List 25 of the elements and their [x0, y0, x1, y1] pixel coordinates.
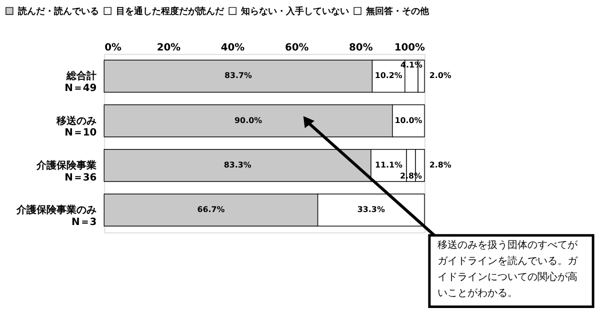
x-tick-label: 40%	[220, 42, 245, 54]
x-tick-label: 100%	[394, 42, 426, 54]
data-label: 2.8%	[429, 160, 452, 170]
data-label: 10.2%	[374, 71, 402, 80]
data-label: 2.0%	[429, 71, 452, 80]
data-label: 11.1%	[375, 160, 403, 170]
data-label: 90.0%	[234, 116, 262, 125]
data-label: 66.7%	[197, 205, 225, 214]
data-label: 83.7%	[224, 71, 252, 80]
data-label: 83.3%	[224, 160, 252, 170]
y-tick-label: 介護保険事業 N＝36	[36, 159, 97, 184]
legend-label: 読んだ・読んでいる	[16, 6, 99, 17]
y-tick-label: 介護保険事業のみ N＝3	[16, 204, 97, 228]
legend-label: 知らない・入手していない	[240, 6, 349, 17]
x-tick-label: 0%	[104, 42, 122, 54]
x-tick-label: 20%	[156, 42, 181, 54]
data-label: 10.0%	[394, 116, 422, 125]
y-tick-label: 移送のみ N＝10	[56, 114, 97, 139]
legend-label: 目を通した程度だが読んだ	[116, 6, 226, 17]
x-tick-label: 60%	[284, 42, 309, 54]
text: 移送のみを扱う団体のすべてがガイドラインを読んでいる。ガイドラインについての関心が高いことがわかる。	[437, 239, 578, 299]
x-tick-label: 80%	[349, 42, 373, 54]
legend-label: 無回答・その他	[364, 6, 430, 17]
data-label: 33.3%	[357, 205, 385, 214]
y-tick-label: 総合計 N＝49	[64, 70, 97, 94]
